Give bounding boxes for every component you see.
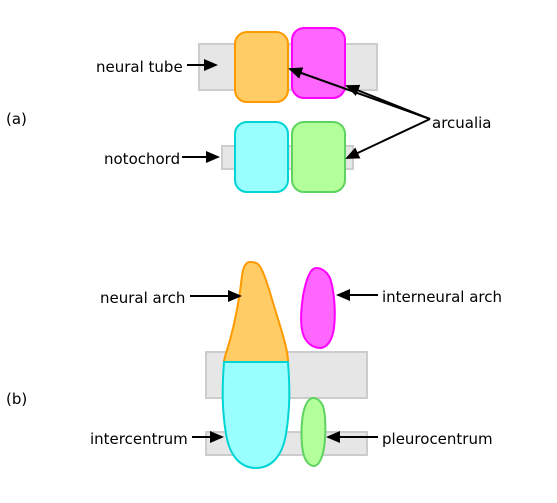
orange-block xyxy=(235,32,288,102)
diagram-svg xyxy=(0,0,557,503)
arrow-arcualia-to-magenta xyxy=(347,86,430,119)
cyan-block xyxy=(235,122,288,192)
cyan-body-shape xyxy=(223,362,290,468)
arrow-arcualia-to-green xyxy=(347,119,430,158)
neural-arch-shape xyxy=(224,262,288,362)
interneural-arch-shape xyxy=(301,268,335,348)
pleurocentrum-shape xyxy=(302,398,326,466)
panel-b-group xyxy=(190,262,378,468)
green-block xyxy=(292,122,345,192)
panel-a-group xyxy=(182,28,430,192)
diagram-figure: { "canvas": { "width": 557, "height": 50… xyxy=(0,0,557,503)
magenta-block xyxy=(292,28,345,98)
